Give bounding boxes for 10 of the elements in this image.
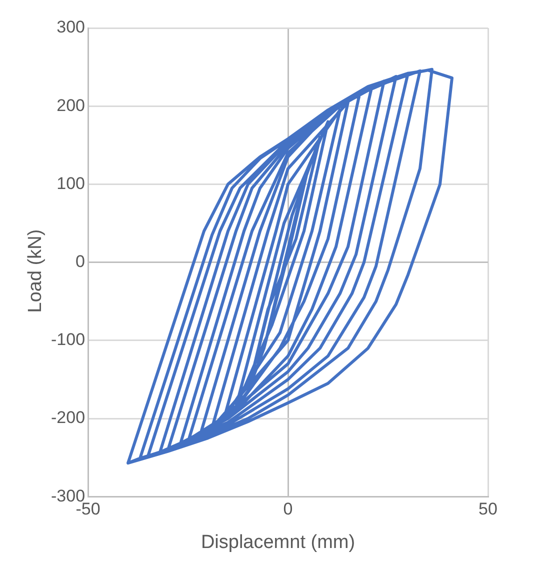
x-tick-label: 50 [478, 499, 498, 518]
y-tick-label: -100 [50, 330, 86, 350]
y-tick-label: 100 [56, 174, 86, 193]
y-tick-label: 0 [76, 252, 86, 271]
y-tick-label: 300 [56, 18, 86, 37]
x-tick-label: 0 [283, 499, 293, 518]
y-tick-label: 200 [56, 96, 86, 115]
x-axis-title: Displacemnt (mm) [200, 532, 356, 554]
y-tick-label: -200 [50, 408, 86, 428]
y-axis-title: Load (kN) [25, 228, 47, 315]
